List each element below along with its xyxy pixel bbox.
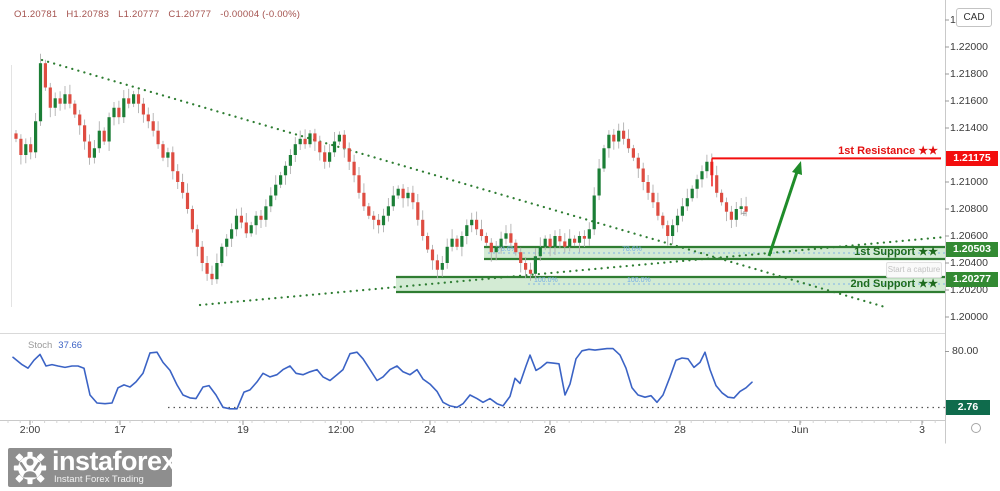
svg-text:100.0%: 100.0% (627, 277, 651, 284)
svg-text:78.6%: 78.6% (497, 246, 517, 253)
time-axis-label: 3 (919, 424, 925, 436)
time-axis-label: 2:00 (19, 424, 41, 436)
time-axis-label: Jun (791, 424, 809, 436)
support2-label: 2nd Support ★★ (850, 278, 938, 290)
crosshair-marker-icon: + (741, 209, 747, 220)
ohlc-close: C1.20777 (168, 9, 212, 20)
instaforex-watermark: instaforex Instant Forex Trading (8, 446, 177, 487)
ohlc-high: H1.20783 (66, 9, 110, 20)
support1-label: 1st Support ★★ (854, 246, 938, 258)
price-axis-label: 1.21800 (950, 68, 988, 80)
price-axis-label: 1.21400 (950, 122, 988, 134)
stoch-level-badge: 2.76 (946, 400, 990, 415)
stochastic-value: 37.66 (58, 340, 83, 351)
stochastic-legend: Stoch 37.66 (28, 340, 82, 351)
ohlc-change: -0.00004 (-0.00%) (220, 9, 301, 20)
symbol-currency-chip[interactable]: CAD (956, 8, 992, 27)
ohlc-info: O1.20781 H1.20783 L1.20777 C1.20777 -0.00004… (14, 9, 309, 20)
time-axis-label: 26 (544, 424, 556, 436)
time-axis-label: 19 (237, 424, 249, 436)
brand-tagline: Instant Forex Trading (54, 474, 144, 485)
price-level-badge: 1.21175 (946, 150, 998, 166)
start-capture-button[interactable]: Start a capture (886, 262, 942, 278)
stoch-overbought-label: 80.00 (952, 345, 979, 357)
price-level-badge: 1.20503 (946, 241, 998, 257)
axis-corner-circle-icon[interactable] (971, 423, 981, 433)
price-axis-label: 1.21600 (950, 95, 988, 107)
svg-text:78.6%: 78.6% (622, 246, 642, 253)
price-axis-label: 1.20400 (950, 257, 988, 269)
price-axis-label: 1.20600 (950, 230, 988, 242)
time-axis-label: 12:00 (327, 424, 355, 436)
price-axis-label: 1.20800 (950, 203, 988, 215)
svg-text:100.0%: 100.0% (534, 277, 558, 284)
price-axis-label: 1.22000 (950, 41, 988, 53)
ohlc-open: O1.20781 (14, 9, 58, 20)
gear-person-icon (13, 451, 47, 485)
time-axis-label: 17 (114, 424, 126, 436)
stochastic-name: Stoch (28, 340, 53, 351)
time-axis-label: 28 (674, 424, 686, 436)
price-axis-label: 1.21000 (950, 176, 988, 188)
resistance-label: 1st Resistance ★★ (838, 145, 938, 157)
price-axis-label: 1.20000 (950, 311, 988, 323)
ohlc-low: L1.20777 (118, 9, 160, 20)
brand-name: instaforex (52, 446, 177, 476)
price-level-badge: 1.20277 (946, 272, 998, 288)
time-axis-label: 24 (424, 424, 436, 436)
